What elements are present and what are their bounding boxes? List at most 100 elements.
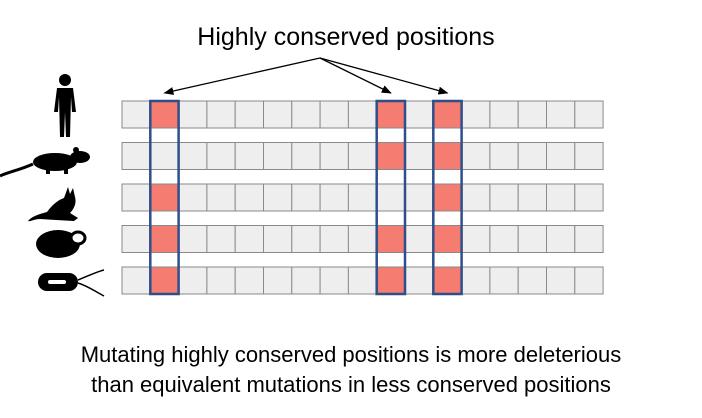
sequence-cell (517, 225, 548, 253)
sequence-cell (319, 225, 349, 253)
sequence-cell (291, 142, 321, 170)
conserved-cell (432, 266, 463, 295)
conserved-cell (376, 100, 406, 129)
sequence-cell (206, 266, 236, 295)
sequence-cell (461, 183, 491, 212)
sequence-cell (263, 266, 293, 295)
sequence-alignment-grid (121, 100, 604, 295)
conserved-cell (432, 100, 463, 129)
pointer-arrow (319, 57, 392, 94)
sequence-cell (347, 100, 378, 129)
conserved-cell (149, 183, 180, 212)
sequence-cell (404, 266, 434, 295)
conserved-column-box (375, 99, 407, 296)
sequence-cell (291, 100, 321, 129)
sequence-cell (149, 142, 180, 170)
sequence-cell (178, 142, 208, 170)
sequence-cell (206, 142, 236, 170)
sequence-cell (347, 142, 378, 170)
sequence-cell (263, 225, 293, 253)
sequence-cell (461, 142, 491, 170)
sequence-cell (517, 142, 548, 170)
sequence-cell (178, 225, 208, 253)
sequence-cell (234, 183, 264, 212)
sequence-cell (121, 100, 151, 129)
conserved-column-box (432, 99, 463, 296)
sequence-cell (347, 225, 378, 253)
conserved-cell (432, 225, 463, 253)
pointer-arrow (163, 57, 321, 95)
sequence-cell (404, 142, 434, 170)
human-silhouette-icon (54, 74, 76, 137)
sequence-cell (263, 183, 293, 212)
sequence-cell (489, 100, 519, 129)
sequence-cell (121, 142, 151, 170)
sequence-cell (347, 266, 378, 295)
sequence-cell (546, 142, 576, 170)
sequence-cell (178, 183, 208, 212)
sequence-cell (263, 142, 293, 170)
sequence-cell (574, 266, 604, 295)
title-arrows (163, 57, 449, 95)
sequence-cell (206, 100, 236, 129)
sequence-cell (517, 183, 548, 212)
sequence-cell (546, 266, 576, 295)
sequence-cell (461, 225, 491, 253)
conserved-cell (149, 100, 180, 129)
sequence-cell (461, 266, 491, 295)
sequence-cell (404, 100, 434, 129)
sequence-cell (206, 183, 236, 212)
sequence-cell (263, 100, 293, 129)
sequence-cell (574, 183, 604, 212)
sequence-cell (319, 142, 349, 170)
sequence-cell (376, 183, 406, 212)
sequence-cell (517, 266, 548, 295)
sequence-cell (546, 100, 576, 129)
sequence-cell (546, 183, 576, 212)
sequence-cell (517, 100, 548, 129)
caption-line-1: Mutating highly conserved positions is m… (80, 342, 622, 367)
sequence-cell (234, 142, 264, 170)
pointer-arrow (319, 57, 449, 95)
sequence-cell (404, 225, 434, 253)
sequence-cell (291, 183, 321, 212)
conserved-cell (376, 142, 406, 170)
diagram-title: Highly conserved positions (197, 23, 494, 51)
sequence-cell (291, 225, 321, 253)
sequence-cell (234, 266, 264, 295)
conserved-cell (432, 183, 463, 212)
rat-silhouette-icon (0, 147, 90, 178)
sequence-cell (178, 266, 208, 295)
sequence-cell (404, 183, 434, 212)
sequence-cell (347, 183, 378, 212)
sequence-cell (489, 142, 519, 170)
sequence-cell (574, 142, 604, 170)
sequence-cell (319, 183, 349, 212)
sequence-cell (121, 266, 151, 295)
sequence-cell (121, 225, 151, 253)
conserved-cell (149, 225, 180, 253)
cat-silhouette-icon (28, 187, 78, 222)
conserved-column-box (149, 99, 180, 296)
sequence-cell (121, 183, 151, 212)
sequence-cell (461, 100, 491, 129)
sequence-cell (574, 100, 604, 129)
bacterium-icon (38, 269, 105, 297)
sequence-cell (319, 100, 349, 129)
yeast-cell-icon (36, 230, 87, 258)
conserved-cell (376, 266, 406, 295)
conserved-column-highlights (149, 99, 463, 296)
sequence-cell (574, 225, 604, 253)
sequence-cell (489, 225, 519, 253)
sequence-cell (291, 266, 321, 295)
sequence-cell (206, 225, 236, 253)
conserved-cell (376, 225, 406, 253)
conserved-cell (149, 266, 180, 295)
sequence-cell (234, 100, 264, 129)
sequence-cell (489, 183, 519, 212)
sequence-cell (489, 266, 519, 295)
sequence-cell (178, 100, 208, 129)
sequence-cell (234, 225, 264, 253)
conserved-cell (432, 142, 463, 170)
